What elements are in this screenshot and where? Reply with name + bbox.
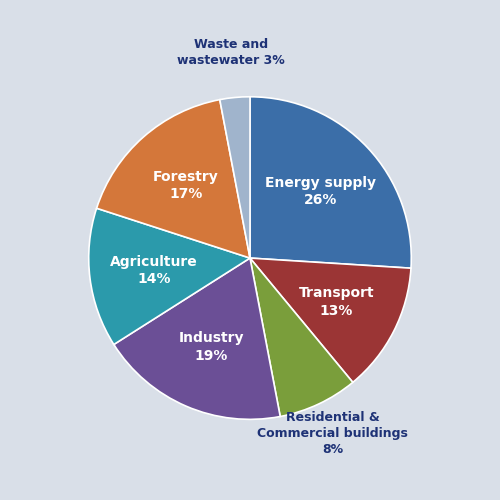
Wedge shape bbox=[88, 208, 250, 344]
Wedge shape bbox=[220, 97, 250, 258]
Text: Waste and
wastewater 3%: Waste and wastewater 3% bbox=[176, 38, 284, 67]
Wedge shape bbox=[250, 258, 411, 382]
Wedge shape bbox=[96, 100, 250, 258]
Text: Forestry
17%: Forestry 17% bbox=[153, 170, 219, 201]
Text: Industry
19%: Industry 19% bbox=[179, 331, 244, 362]
Wedge shape bbox=[250, 258, 353, 416]
Text: Energy supply
26%: Energy supply 26% bbox=[265, 176, 376, 208]
Text: Residential &
Commercial buildings
8%: Residential & Commercial buildings 8% bbox=[257, 410, 408, 456]
Wedge shape bbox=[250, 97, 412, 268]
Text: Agriculture
14%: Agriculture 14% bbox=[110, 254, 198, 286]
Text: Transport
13%: Transport 13% bbox=[298, 286, 374, 318]
Wedge shape bbox=[114, 258, 280, 420]
